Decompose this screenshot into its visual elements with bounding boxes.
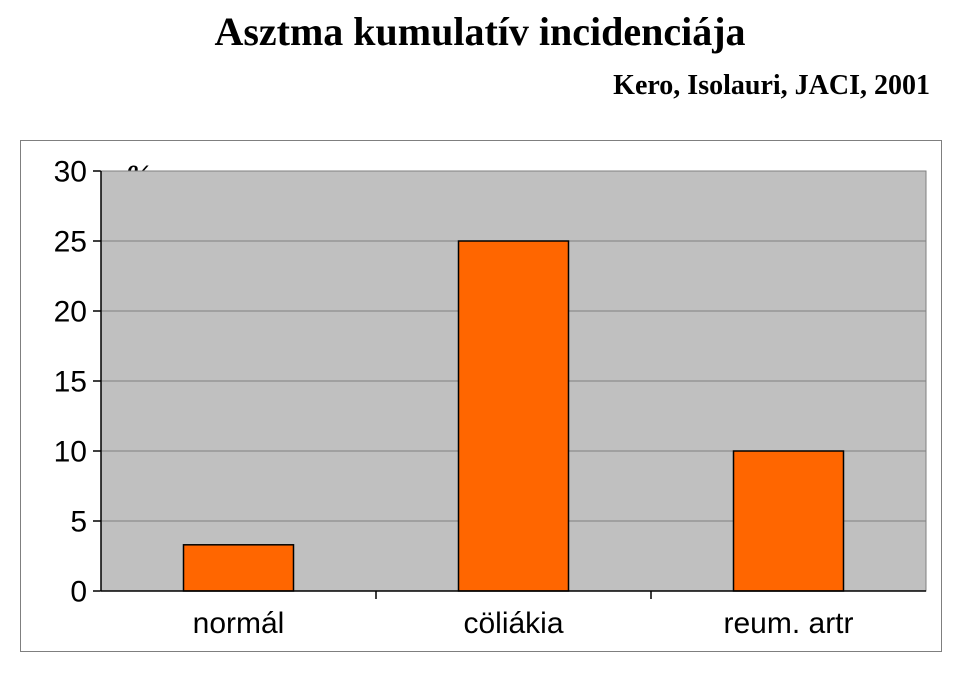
chart-title: Asztma kumulatív incidenciája bbox=[0, 8, 960, 55]
x-label-2: reum. artr bbox=[723, 607, 853, 640]
chart-subtitle: Kero, Isolauri, JACI, 2001 bbox=[613, 70, 930, 102]
bar-chart: 0 5 10 15 20 25 30 normál cöliákia reum. artr bbox=[21, 141, 941, 651]
svg-text:10: 10 bbox=[54, 436, 87, 469]
bar-cöliákia bbox=[459, 241, 569, 591]
slide: Asztma kumulatív incidenciája Kero, Isol… bbox=[0, 0, 960, 697]
svg-text:25: 25 bbox=[54, 226, 87, 259]
svg-text:30: 30 bbox=[54, 156, 87, 189]
svg-text:0: 0 bbox=[70, 576, 87, 609]
x-label-1: cöliákia bbox=[463, 607, 563, 640]
svg-text:15: 15 bbox=[54, 366, 87, 399]
svg-text:20: 20 bbox=[54, 296, 87, 329]
bar-reum. artr bbox=[734, 451, 844, 591]
bar-normál bbox=[184, 545, 294, 591]
x-label-0: normál bbox=[193, 607, 285, 640]
svg-text:5: 5 bbox=[70, 506, 87, 539]
chart-frame: % 051015202530normálcöliákiareum. artr bbox=[20, 140, 942, 652]
